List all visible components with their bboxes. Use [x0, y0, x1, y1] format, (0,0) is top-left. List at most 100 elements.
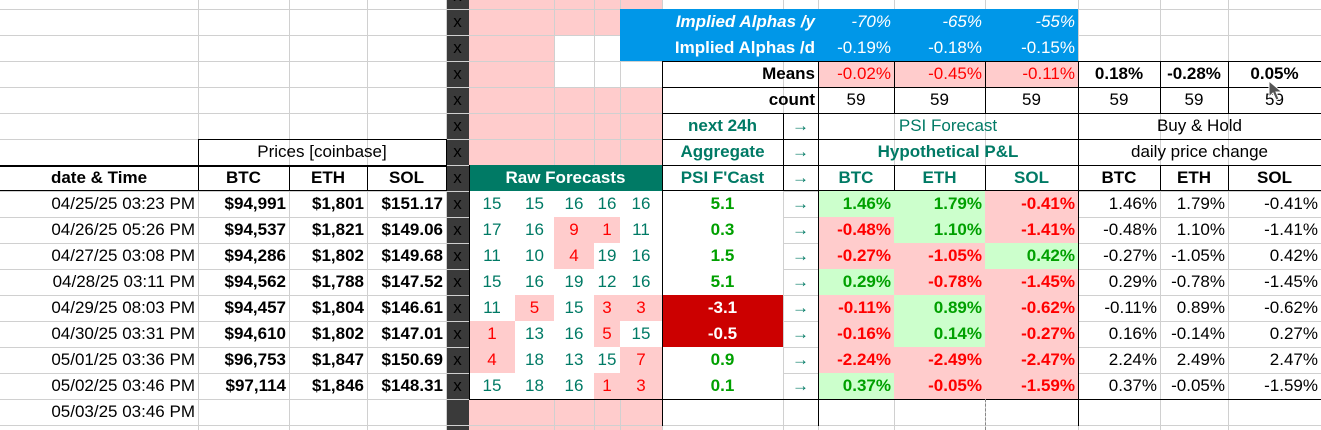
bh-cell[interactable]: 0.37%: [1108, 376, 1157, 395]
pl-cell[interactable]: -0.41%: [985, 191, 1078, 217]
aggregate-cell[interactable]: 5.1: [662, 269, 783, 295]
pl-cell[interactable]: -0.16%: [818, 321, 894, 347]
bh-cell[interactable]: -0.11%: [1104, 298, 1157, 317]
row-date[interactable]: 04/27/25 03:08 PM: [51, 246, 195, 265]
row-price-eth[interactable]: $1,846: [312, 376, 364, 395]
raw-forecast-cell[interactable]: 16: [515, 269, 554, 295]
row-price-sol[interactable]: $147.01: [381, 324, 443, 343]
aggregate-cell[interactable]: -0.5: [662, 321, 783, 347]
bh-cell[interactable]: 0.27%: [1269, 324, 1318, 343]
raw-forecast-cell[interactable]: 5: [594, 321, 620, 347]
pl-cell[interactable]: -0.48%: [818, 217, 894, 243]
aggregate-cell[interactable]: 0.1: [662, 373, 783, 399]
raw-forecast-cell[interactable]: 16: [594, 191, 620, 217]
pl-cell[interactable]: 1.79%: [894, 191, 985, 217]
row-price-eth[interactable]: $1,821: [312, 220, 364, 239]
row-price-eth[interactable]: $1,804: [312, 298, 364, 317]
row-price-btc[interactable]: $97,114: [225, 376, 286, 395]
raw-forecast-cell[interactable]: 3: [620, 373, 662, 399]
row-price-eth[interactable]: $1,802: [312, 324, 364, 343]
raw-forecast-cell[interactable]: 19: [554, 269, 594, 295]
raw-forecast-cell[interactable]: 4: [469, 347, 515, 373]
raw-forecast-cell[interactable]: 12: [594, 269, 620, 295]
bh-cell[interactable]: -0.62%: [1264, 298, 1318, 317]
row-price-btc[interactable]: $94,562: [224, 272, 286, 291]
bh-cell[interactable]: -1.45%: [1264, 272, 1318, 291]
raw-forecast-cell[interactable]: 1: [594, 373, 620, 399]
pl-cell[interactable]: -0.27%: [985, 321, 1078, 347]
pl-cell[interactable]: 1.10%: [894, 217, 985, 243]
raw-forecast-cell[interactable]: 4: [554, 243, 594, 269]
row-price-sol[interactable]: $150.69: [381, 350, 443, 369]
pl-cell[interactable]: 1.46%: [818, 191, 894, 217]
bh-cell[interactable]: 0.16%: [1108, 324, 1157, 343]
pl-cell[interactable]: -1.05%: [894, 243, 985, 269]
bh-cell[interactable]: 2.24%: [1108, 350, 1157, 369]
bh-cell[interactable]: 0.29%: [1108, 272, 1157, 291]
aggregate-cell[interactable]: 0.9: [662, 347, 783, 373]
pl-cell[interactable]: 0.29%: [818, 269, 894, 295]
raw-forecast-cell[interactable]: 1: [469, 321, 515, 347]
pl-cell[interactable]: -1.45%: [985, 269, 1078, 295]
row-date[interactable]: 05/02/25 03:46 PM: [51, 376, 195, 395]
raw-forecast-cell[interactable]: 11: [620, 217, 662, 243]
raw-forecast-cell[interactable]: 18: [515, 347, 554, 373]
row-price-sol[interactable]: $147.52: [381, 272, 443, 291]
row-price-sol[interactable]: $149.68: [381, 246, 443, 265]
row-price-btc[interactable]: $94,457: [224, 298, 286, 317]
bh-cell[interactable]: -0.41%: [1264, 194, 1318, 213]
row-price-btc[interactable]: $96,753: [224, 350, 286, 369]
raw-forecast-cell[interactable]: 5: [515, 295, 554, 321]
row-date[interactable]: 04/25/25 03:23 PM: [51, 194, 195, 213]
row-date[interactable]: 04/30/25 03:31 PM: [51, 324, 195, 343]
raw-forecast-cell[interactable]: 15: [554, 295, 594, 321]
raw-forecast-cell[interactable]: 15: [469, 269, 515, 295]
bh-cell[interactable]: 2.49%: [1176, 350, 1225, 369]
pl-cell[interactable]: -2.24%: [818, 347, 894, 373]
pl-cell[interactable]: -0.27%: [818, 243, 894, 269]
raw-forecast-cell[interactable]: 10: [515, 243, 554, 269]
bh-cell[interactable]: 1.46%: [1108, 194, 1157, 213]
raw-forecast-cell[interactable]: 15: [620, 321, 662, 347]
raw-forecast-cell[interactable]: 3: [620, 295, 662, 321]
raw-forecast-cell[interactable]: 15: [469, 373, 515, 399]
row-date[interactable]: 04/28/25 03:11 PM: [52, 272, 195, 291]
row-price-eth[interactable]: $1,788: [312, 272, 364, 291]
pl-cell[interactable]: 0.89%: [894, 295, 985, 321]
aggregate-cell[interactable]: 0.3: [662, 217, 783, 243]
row-price-eth[interactable]: $1,802: [312, 246, 364, 265]
raw-forecast-cell[interactable]: 11: [469, 243, 515, 269]
bh-cell[interactable]: -1.41%: [1264, 220, 1318, 239]
aggregate-cell[interactable]: -3.1: [662, 295, 783, 321]
bh-cell[interactable]: 1.79%: [1176, 194, 1225, 213]
pl-cell[interactable]: 0.37%: [818, 373, 894, 399]
bh-cell[interactable]: 0.89%: [1176, 298, 1225, 317]
raw-forecast-cell[interactable]: 11: [469, 295, 515, 321]
raw-forecast-cell[interactable]: 15: [515, 191, 554, 217]
row-price-sol[interactable]: $148.31: [381, 376, 443, 395]
bh-cell[interactable]: -0.05%: [1171, 376, 1225, 395]
bh-cell[interactable]: -1.59%: [1264, 376, 1318, 395]
row-price-sol[interactable]: $146.61: [381, 298, 443, 317]
raw-forecast-cell[interactable]: 1: [594, 217, 620, 243]
row-date[interactable]: 04/29/25 08:03 PM: [51, 298, 195, 317]
raw-forecast-cell[interactable]: 16: [620, 269, 662, 295]
raw-forecast-cell[interactable]: 13: [515, 321, 554, 347]
raw-forecast-cell[interactable]: 7: [620, 347, 662, 373]
row-date[interactable]: 05/03/25 03:46 PM: [51, 402, 195, 421]
raw-forecast-cell[interactable]: 3: [594, 295, 620, 321]
raw-forecast-cell[interactable]: 15: [594, 347, 620, 373]
raw-forecast-cell[interactable]: 13: [554, 347, 594, 373]
row-date[interactable]: 04/26/25 05:26 PM: [51, 220, 195, 239]
aggregate-cell[interactable]: 5.1: [662, 191, 783, 217]
pl-cell[interactable]: -2.49%: [894, 347, 985, 373]
pl-cell[interactable]: 0.42%: [985, 243, 1078, 269]
bh-cell[interactable]: -1.05%: [1171, 246, 1225, 265]
pl-cell[interactable]: -1.59%: [985, 373, 1078, 399]
raw-forecast-cell[interactable]: 16: [554, 373, 594, 399]
row-date[interactable]: 05/01/25 03:36 PM: [51, 350, 195, 369]
raw-forecast-cell[interactable]: 17: [469, 217, 515, 243]
bh-cell[interactable]: 0.42%: [1269, 246, 1318, 265]
bh-cell[interactable]: -0.14%: [1171, 324, 1225, 343]
raw-forecast-cell[interactable]: 16: [620, 191, 662, 217]
